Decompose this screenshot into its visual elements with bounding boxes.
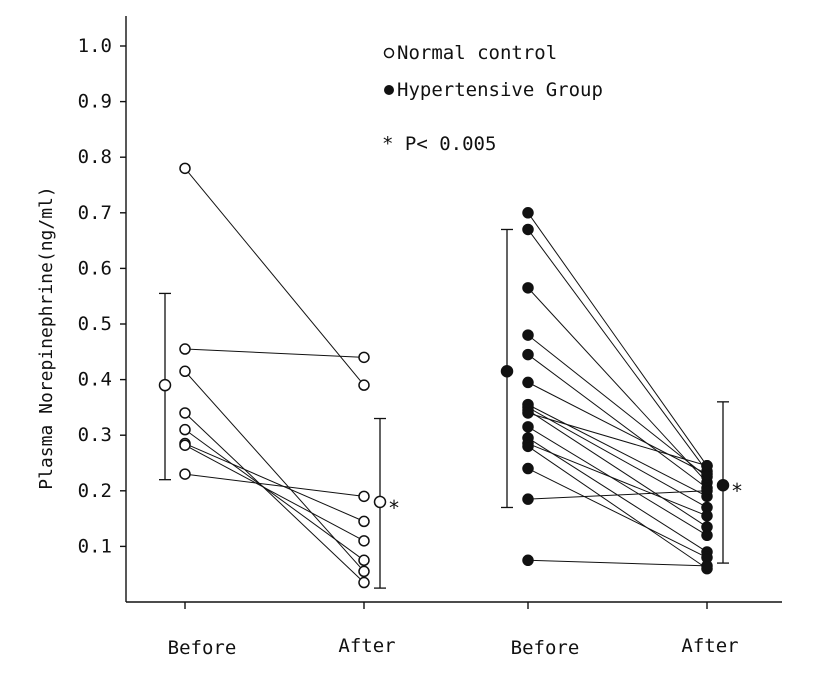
point-before	[522, 407, 534, 419]
point-before	[179, 365, 191, 378]
legend-normal-label: Normal control	[397, 42, 557, 64]
pair-line	[184, 412, 365, 583]
pair-line	[184, 348, 365, 358]
legend-open-circle-icon	[383, 47, 395, 59]
point-after	[358, 535, 370, 547]
point-before	[179, 162, 191, 175]
y-tick-label: 0.7	[78, 202, 112, 224]
y-tick-label: 0.1	[78, 535, 112, 557]
y-tick-label: 0.4	[78, 369, 112, 391]
point-before	[179, 343, 191, 355]
point-before	[522, 376, 534, 389]
pair-line	[184, 429, 365, 561]
point-before	[522, 421, 534, 433]
y-axis-title: Plasma Norepinephrine(ng/ml)	[36, 186, 57, 489]
y-tick-label: 0.3	[78, 424, 112, 446]
pair-line	[527, 445, 708, 570]
point-after	[701, 460, 713, 472]
point-before	[522, 223, 534, 236]
point-before	[179, 439, 191, 451]
pair-line	[184, 473, 365, 497]
pair-line	[184, 444, 365, 542]
point-before	[522, 554, 534, 567]
axes: 0.1 0.2 0.3 0.4 0.5 0.6 0.7 0.8 0.9 1.0	[78, 16, 782, 609]
mean-after-point	[373, 495, 387, 509]
pair-line	[527, 334, 708, 478]
point-before	[522, 440, 534, 453]
error-bars	[159, 228, 729, 589]
point-before	[179, 468, 191, 480]
pair-connectors	[184, 168, 708, 583]
category-label-hypertensive-before: Before	[511, 637, 580, 659]
y-tick-label: 0.6	[78, 257, 112, 279]
point-after	[701, 529, 713, 542]
pair-line	[527, 409, 708, 528]
significance-star: *	[388, 496, 400, 520]
pair-line	[527, 212, 708, 467]
category-label-normal-before: Before	[168, 637, 237, 659]
pair-line	[184, 370, 365, 572]
mean-before-point	[158, 378, 172, 392]
mean-before-point	[500, 365, 514, 378]
pair-line	[527, 404, 708, 497]
legend-hypertensive-label: Hypertensive Group	[397, 79, 603, 101]
point-before	[522, 493, 534, 505]
point-before	[522, 329, 534, 341]
y-tick-label: 0.2	[78, 480, 112, 502]
pair-line	[527, 426, 708, 536]
point-before	[522, 207, 534, 219]
point-after	[701, 510, 713, 522]
point-before	[179, 423, 191, 436]
pair-line	[184, 168, 365, 386]
point-before	[522, 348, 534, 361]
pair-line	[527, 412, 708, 467]
legend: Normal control Hypertensive Group * P< 0…	[382, 42, 603, 155]
pair-line	[184, 443, 365, 522]
point-before	[179, 407, 191, 419]
point-after	[358, 351, 370, 364]
point-before	[522, 282, 534, 294]
pair-line	[527, 229, 708, 472]
mean-after-point	[716, 478, 730, 492]
pair-line	[527, 443, 708, 517]
y-tick-label: 0.9	[78, 91, 112, 113]
labels: **	[388, 479, 743, 520]
point-after	[358, 565, 370, 578]
point-after	[358, 490, 370, 503]
pair-line	[527, 490, 708, 500]
data-points	[158, 162, 730, 589]
point-after	[358, 379, 370, 391]
point-after	[701, 560, 713, 572]
pair-line	[527, 354, 708, 489]
y-tick-label: 0.8	[78, 146, 112, 168]
point-after	[358, 515, 370, 528]
y-tick-label: 1.0	[78, 35, 112, 57]
pair-line	[527, 381, 708, 475]
point-before	[522, 462, 534, 475]
legend-filled-circle-icon	[384, 85, 394, 95]
category-label-normal-after: After	[338, 635, 395, 657]
point-after	[701, 485, 713, 497]
pair-line	[527, 406, 708, 508]
legend-significance-note: * P< 0.005	[382, 133, 496, 155]
pair-line	[527, 559, 708, 567]
point-after	[358, 576, 370, 589]
pair-line	[527, 468, 708, 558]
category-label-hypertensive-after: After	[681, 635, 738, 657]
pair-line	[527, 287, 708, 483]
point-after	[358, 554, 370, 567]
y-tick-label: 0.5	[78, 313, 112, 335]
significance-star: *	[731, 479, 743, 503]
